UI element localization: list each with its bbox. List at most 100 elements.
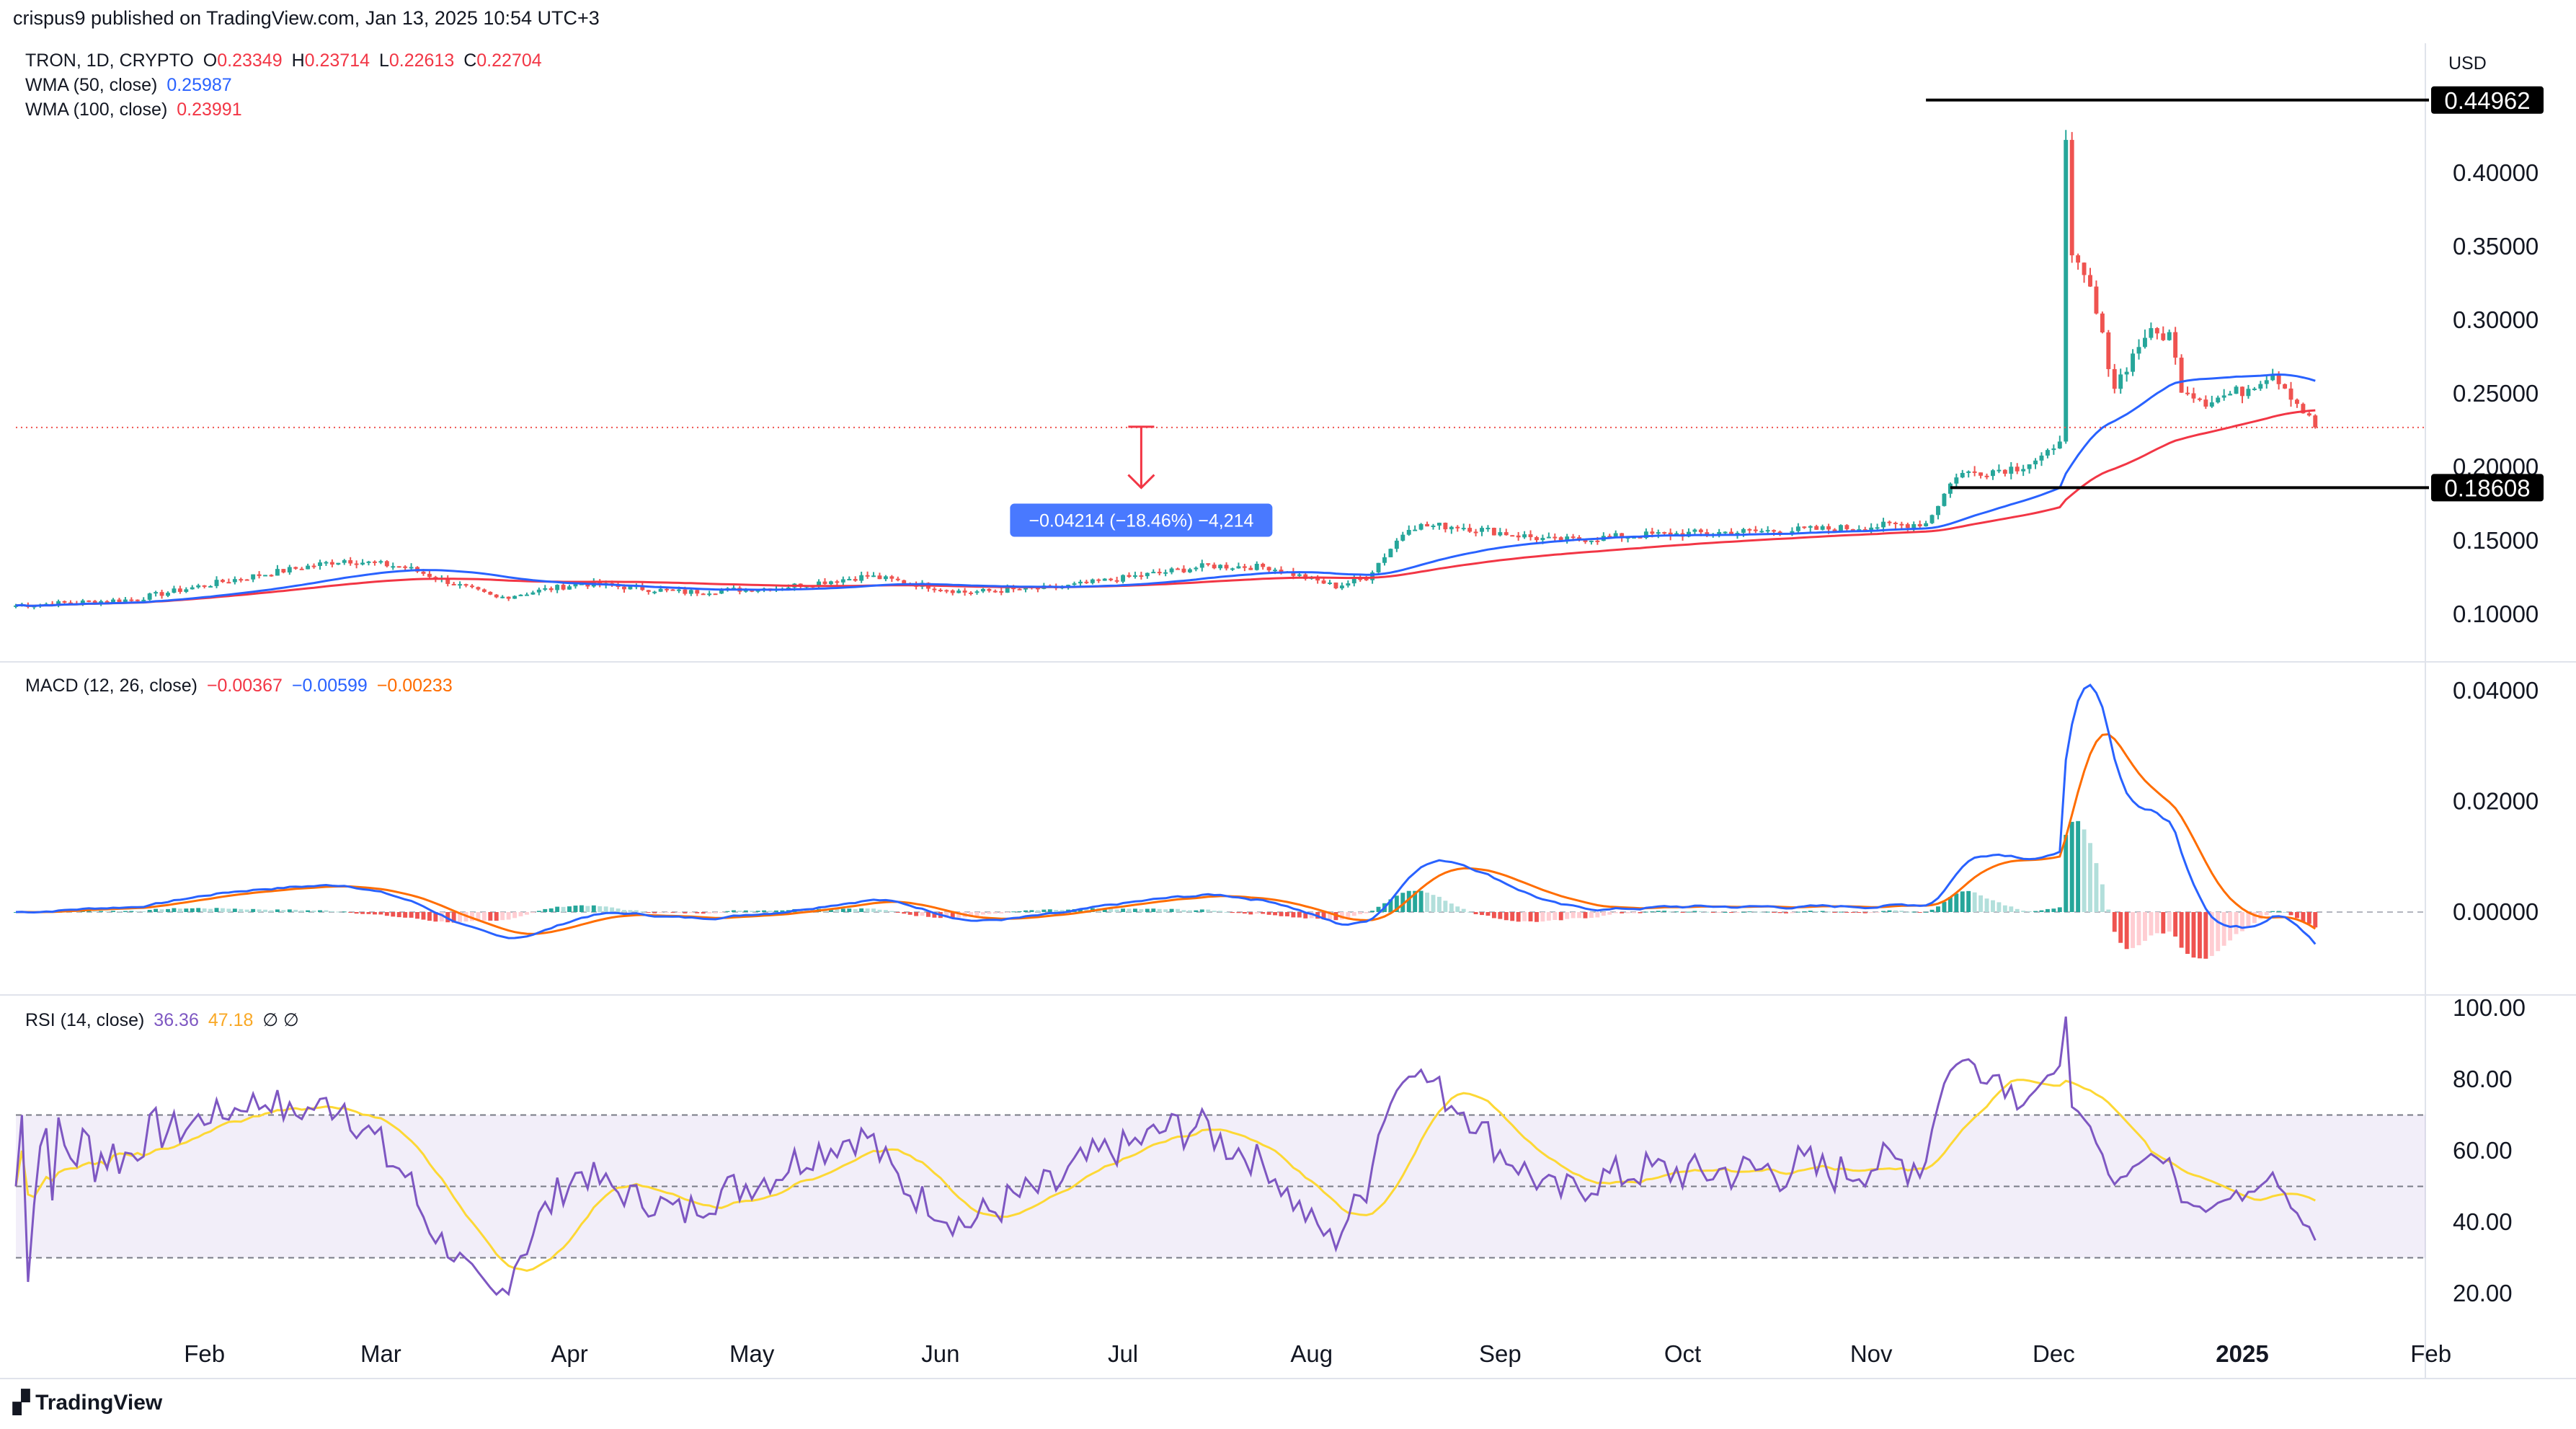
macd-hist-bar: [1656, 911, 1661, 912]
candle-body: [336, 562, 341, 565]
candle-body: [695, 590, 700, 594]
candle-body: [1491, 528, 1496, 536]
candle-body: [239, 579, 244, 581]
candle-body: [1139, 575, 1144, 577]
macd-hist-bar: [451, 912, 456, 923]
macd-hist-bar: [1376, 906, 1381, 912]
candle-body: [2076, 255, 2081, 263]
macd-hist-bar: [774, 910, 778, 912]
macd-hist-bar: [1595, 912, 1600, 918]
candle-body: [1163, 572, 1168, 574]
time-tick-label: Sep: [1479, 1340, 1522, 1367]
macd-hist-bar: [1199, 909, 1204, 912]
macd-hist-bar: [2033, 911, 2038, 912]
candle-body: [1662, 532, 1667, 534]
candle-body: [1005, 588, 1010, 593]
candle-body: [1589, 540, 1594, 542]
macd-hist-bar: [1735, 912, 1740, 913]
candle-body: [92, 601, 97, 604]
candle-body: [500, 596, 505, 598]
candle-body: [1790, 531, 1795, 534]
candle-body: [2094, 286, 2099, 314]
candle-body: [190, 587, 195, 590]
macd-hist-bar: [1978, 895, 1984, 912]
candle-body: [2221, 395, 2226, 398]
macd-hist-bar: [1163, 909, 1168, 912]
macd-hist-bar: [1176, 908, 1180, 912]
candle-body: [1394, 540, 1399, 549]
candle-body: [2124, 371, 2129, 375]
candle-body: [1017, 588, 1022, 590]
macd-hist-bar: [1328, 912, 1332, 919]
candle-body: [154, 592, 159, 594]
candle-body: [1443, 523, 1448, 530]
candle-body: [1638, 536, 1643, 539]
candle-body: [1857, 529, 1862, 531]
candle-body: [2209, 402, 2214, 407]
wma100-value: 0.23991: [177, 99, 242, 120]
macd-hist-bar: [573, 906, 578, 912]
candle-body: [1212, 565, 1217, 569]
macd-hist-bar: [865, 908, 870, 912]
candle-body: [1248, 567, 1253, 570]
candle-body: [172, 588, 177, 593]
candle-body: [1388, 549, 1393, 557]
macd-hist-bar: [1358, 912, 1363, 914]
macd-hist-bar: [1151, 908, 1156, 912]
candle-body: [561, 585, 566, 590]
candle-body: [1449, 526, 1454, 530]
macd-hist-bar: [1777, 912, 1782, 913]
macd-hist-bar: [1212, 911, 1217, 912]
candle-body: [421, 571, 426, 574]
macd-hist-bar: [750, 911, 755, 912]
currency-label: USD: [2448, 53, 2487, 74]
macd-hist-bar: [847, 908, 852, 912]
candle-body: [1114, 580, 1119, 582]
macd-hist-bar: [86, 910, 92, 912]
macd-hist-bar: [877, 909, 882, 912]
candle-body: [1881, 521, 1886, 528]
candle-body: [1528, 534, 1533, 537]
candle-body: [1157, 572, 1162, 574]
candle-body: [2082, 262, 2087, 275]
macd-line-value: −0.00599: [291, 676, 368, 696]
macd-hist-bar: [1431, 895, 1436, 912]
candle-body: [56, 601, 61, 606]
candle-body: [1400, 534, 1405, 541]
publisher-header: crispus9 published on TradingView.com, J…: [13, 7, 600, 29]
candle-body: [877, 575, 882, 580]
macd-hist-bar: [2264, 912, 2269, 916]
candle-body: [1839, 525, 1843, 532]
candle-body: [1339, 585, 1344, 588]
macd-hist-bar: [1966, 890, 1971, 912]
macd-hist-bar: [1127, 908, 1132, 912]
macd-hist-bar: [707, 912, 712, 914]
macd-hist-bar: [391, 912, 396, 917]
candle-body: [1747, 528, 1752, 531]
macd-hist-bar: [1790, 912, 1795, 913]
candle-body: [1571, 536, 1576, 539]
macd-hist-bar: [987, 912, 992, 914]
candle-body: [1382, 557, 1387, 563]
candle-body: [536, 589, 541, 593]
candle-body: [555, 585, 560, 590]
macd-hist-bar: [1406, 890, 1411, 912]
macd-hist-bar: [1224, 911, 1229, 913]
macd-hist-bar: [1291, 912, 1296, 918]
high-label: H: [291, 50, 305, 71]
candle-body: [342, 560, 347, 563]
candle-body: [1741, 528, 1746, 533]
macd-hist-bar: [299, 910, 304, 912]
macd-hist-bar: [1425, 893, 1430, 912]
candle-body: [159, 592, 164, 596]
measure-label-box: [1010, 503, 1273, 537]
macd-hist-bar: [2246, 912, 2251, 927]
candle-body: [1266, 567, 1271, 571]
macd-hist-bar: [1535, 912, 1539, 922]
candle-body: [129, 599, 134, 601]
macd-hist-bar: [1261, 912, 1266, 914]
candle-body: [1090, 579, 1095, 583]
macd-hist-bar: [1279, 912, 1284, 916]
macd-hist-bar: [1132, 908, 1137, 912]
